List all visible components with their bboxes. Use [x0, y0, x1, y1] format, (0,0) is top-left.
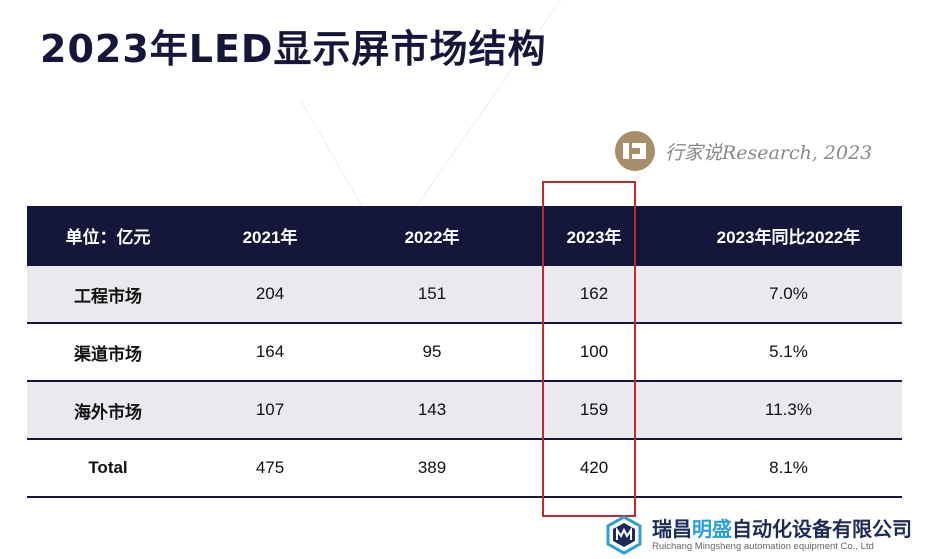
table-row: 工程市场 204 151 162 7.0%: [27, 264, 902, 323]
cell-yoy: 11.3%: [675, 380, 902, 439]
cell-yoy: 8.1%: [675, 438, 902, 498]
table-header-row: 单位：亿元 2021年 2022年 2023年 2023年同比2022年: [27, 206, 902, 265]
source-credit: 行家说Research, 2023: [615, 130, 872, 172]
page-title: 2023年LED显示屏市场结构: [40, 27, 547, 71]
header-2022: 2022年: [351, 206, 513, 265]
table-row: 渠道市场 164 95 100 5.1%: [27, 322, 902, 381]
market-structure-table: 单位：亿元 2021年 2022年 2023年 2023年同比2022年 工程市…: [27, 206, 902, 498]
hangjiashuo-logo-icon: [615, 131, 655, 171]
company-name: 瑞昌明盛自动化设备有限公司: [652, 517, 912, 541]
cell-2022: 95: [351, 322, 513, 381]
source-text: 行家说Research, 2023: [665, 141, 873, 164]
row-label: 工程市场: [27, 264, 189, 323]
cell-2022: 143: [351, 380, 513, 439]
cell-2023: 420: [513, 438, 675, 498]
company-name-highlight: 明盛: [692, 516, 732, 541]
cell-2021: 475: [189, 438, 351, 498]
row-label: 海外市场: [27, 380, 189, 439]
cell-2023: 100: [513, 322, 675, 381]
company-english-name: Ruichang Mingsheng automation equipment …: [652, 540, 874, 552]
cell-2022: 389: [351, 438, 513, 498]
cell-2023: 162: [513, 264, 675, 323]
header-2023: 2023年: [513, 206, 675, 265]
table-row-total: Total 475 389 420 8.1%: [27, 438, 902, 498]
header-2021: 2021年: [189, 206, 351, 265]
row-label: Total: [27, 438, 189, 498]
table-row: 海外市场 107 143 159 11.3%: [27, 380, 902, 439]
row-label: 渠道市场: [27, 322, 189, 381]
cell-2021: 164: [189, 322, 351, 381]
header-yoy: 2023年同比2022年: [675, 206, 902, 265]
company-watermark: 瑞昌明盛自动化设备有限公司 Ruichang Mingsheng automat…: [604, 512, 933, 557]
header-unit: 单位：亿元: [27, 206, 189, 265]
cell-yoy: 7.0%: [675, 264, 902, 323]
cell-2021: 107: [189, 380, 351, 439]
cell-yoy: 5.1%: [675, 322, 902, 381]
cell-2023: 159: [513, 380, 675, 439]
company-name-part1: 瑞昌: [652, 516, 692, 541]
hexagon-ms-logo-icon: [604, 514, 644, 555]
company-name-part2: 自动化设备有限公司: [732, 516, 912, 541]
cell-2021: 204: [189, 264, 351, 323]
cell-2022: 151: [351, 264, 513, 323]
